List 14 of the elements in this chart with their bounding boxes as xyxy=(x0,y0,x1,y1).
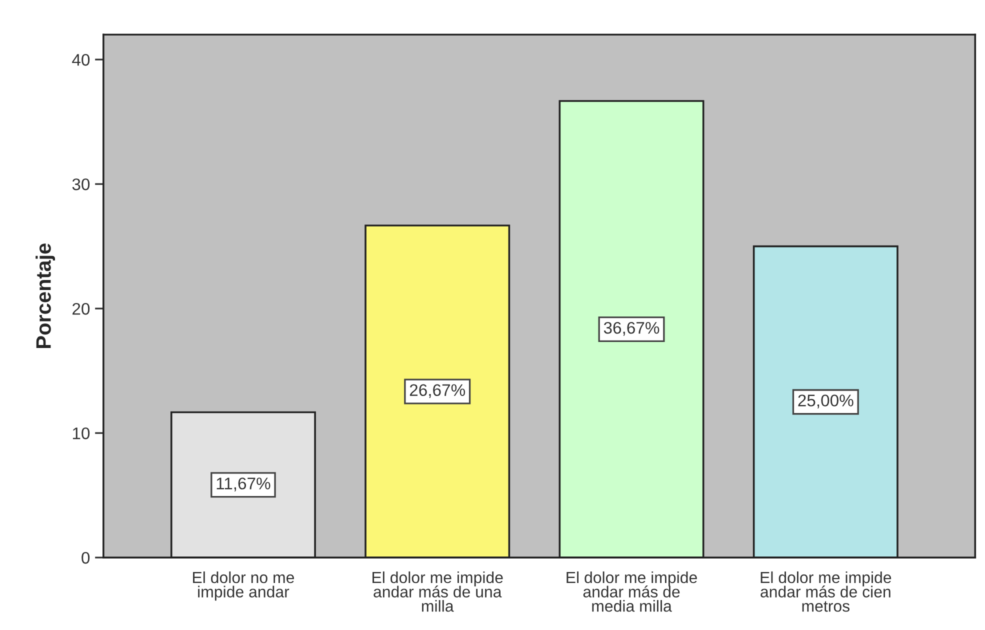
data-label: 26,67% xyxy=(410,384,466,398)
y-tick-label: 0 xyxy=(82,552,90,564)
y-tick-label: 40 xyxy=(72,54,90,66)
y-axis-title: Porcentaje xyxy=(36,244,56,348)
x-tick-label: El dolor no me impide andar xyxy=(193,571,294,601)
y-tick-label: 30 xyxy=(72,178,90,190)
x-tick-label: El dolor me impide andar más de media milla xyxy=(566,571,697,612)
x-tick-label: El dolor me impide andar más de cien metros xyxy=(760,571,892,612)
data-label: 11,67% xyxy=(216,478,270,492)
y-tick-label: 10 xyxy=(72,427,90,440)
y-tick-label: 20 xyxy=(72,302,90,315)
data-label: 25,00% xyxy=(798,394,854,408)
x-tick-label: El dolor me impide andar más de una milla xyxy=(372,571,503,612)
data-label: 36,67% xyxy=(604,322,660,336)
